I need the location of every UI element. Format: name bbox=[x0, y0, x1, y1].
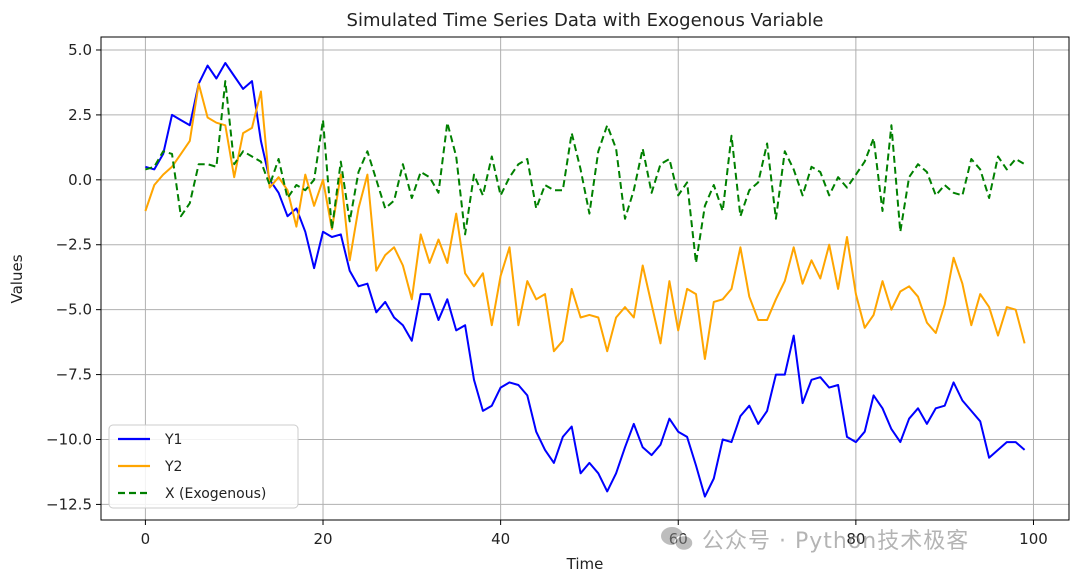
legend: Y1 Y2 X (Exogenous) bbox=[108, 424, 299, 509]
x-tick-label: 40 bbox=[491, 530, 510, 548]
x-axis-label: Time bbox=[566, 555, 604, 573]
x-tick-label: 0 bbox=[141, 530, 151, 548]
y-tick-label: 2.5 bbox=[68, 106, 92, 124]
wechat-icon bbox=[661, 527, 694, 552]
watermark-text: 公众号 · Python技术极客 bbox=[702, 529, 969, 554]
y-tick-label: −5.0 bbox=[56, 301, 92, 319]
series-line-y2 bbox=[144, 82, 1026, 360]
legend-label-y1: Y1 bbox=[164, 432, 182, 448]
y-axis-label: Values bbox=[8, 254, 26, 303]
y-tick-label: −2.5 bbox=[56, 236, 92, 254]
plot-frame bbox=[100, 36, 1070, 521]
plot-area: 0204060801005.02.50.0−2.5−5.0−7.5−10.0−1… bbox=[46, 36, 1070, 548]
chart-title: Simulated Time Series Data with Exogenou… bbox=[347, 10, 824, 31]
y-tick-label: 5.0 bbox=[68, 41, 92, 59]
watermark: 公众号 · Python技术极客 bbox=[661, 527, 969, 554]
legend-label-x-exogenous: X (Exogenous) bbox=[165, 486, 266, 502]
legend-box bbox=[108, 424, 299, 509]
series-line-x-exogenous bbox=[145, 80, 1026, 264]
y-tick-label: −7.5 bbox=[56, 366, 92, 384]
x-tick-label: 20 bbox=[313, 530, 332, 548]
y-tick-label: −10.0 bbox=[46, 431, 92, 449]
y-tick-label: −12.5 bbox=[46, 495, 92, 513]
legend-label-y2: Y2 bbox=[164, 459, 182, 475]
y-tick-label: 0.0 bbox=[68, 171, 92, 189]
x-tick-label: 100 bbox=[1019, 530, 1048, 548]
x-tick-label: 80 bbox=[846, 530, 865, 548]
